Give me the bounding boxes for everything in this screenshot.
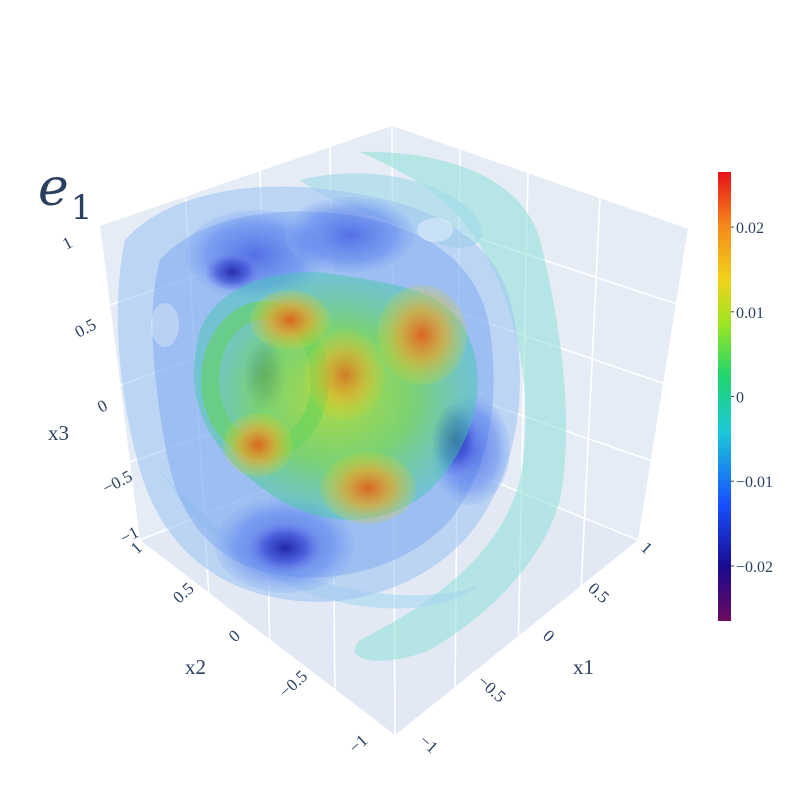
x2-tick-label: 0 [225, 626, 244, 646]
x1-tick-label: −0.5 [474, 672, 510, 707]
x1-tick-label: 1 [637, 538, 656, 558]
positive-core-5 [305, 330, 385, 420]
x2-tick-label: −0.5 [276, 667, 312, 702]
isosurface-volume [117, 151, 567, 661]
colorbar-tick-label: 0 [736, 390, 744, 407]
surface-highlight-2 [151, 303, 179, 347]
positive-core-1 [377, 285, 467, 385]
negative-core-top [206, 254, 258, 290]
colorbar [718, 172, 731, 621]
negative-core-bottom [250, 524, 320, 572]
positive-core-3 [223, 413, 293, 477]
colorbar-tick-label: −0.02 [736, 559, 773, 576]
outer-sheet-right [354, 151, 567, 661]
x3-tick-label: 0.5 [72, 315, 100, 342]
x1-axis-title: x1 [573, 655, 594, 679]
surface-highlight-1 [417, 218, 453, 242]
positive-core-2 [320, 452, 416, 524]
colorbar-tick-label: 0.01 [736, 305, 764, 322]
colorbar-tick-labels: 0.02 0.01 0 −0.01 −0.02 [731, 220, 773, 576]
colorbar-tick-label: −0.01 [736, 474, 773, 491]
positive-core-4 [250, 290, 330, 350]
x3-tick-label: 1 [59, 233, 75, 254]
x1-tick-label: 0 [539, 626, 558, 646]
x3-tick-label: 0 [94, 396, 110, 417]
colorbar-tick-label: 0.02 [736, 220, 764, 237]
chart-title-subscript: 1 [71, 188, 93, 228]
chart-title-base: e [38, 158, 69, 218]
x2-tick-label: 0.5 [169, 579, 198, 607]
x3-tick-label: −0.5 [99, 467, 135, 498]
x1-tick-label: 0.5 [584, 579, 613, 607]
x3-axis-title: x3 [48, 421, 69, 445]
x1-tick-label: −1 [416, 731, 442, 757]
x2-tick-label: −1 [345, 731, 371, 757]
x2-axis-title: x2 [185, 655, 206, 679]
negative-lobe-upper [285, 197, 415, 273]
chart-title: e1 [38, 158, 92, 228]
